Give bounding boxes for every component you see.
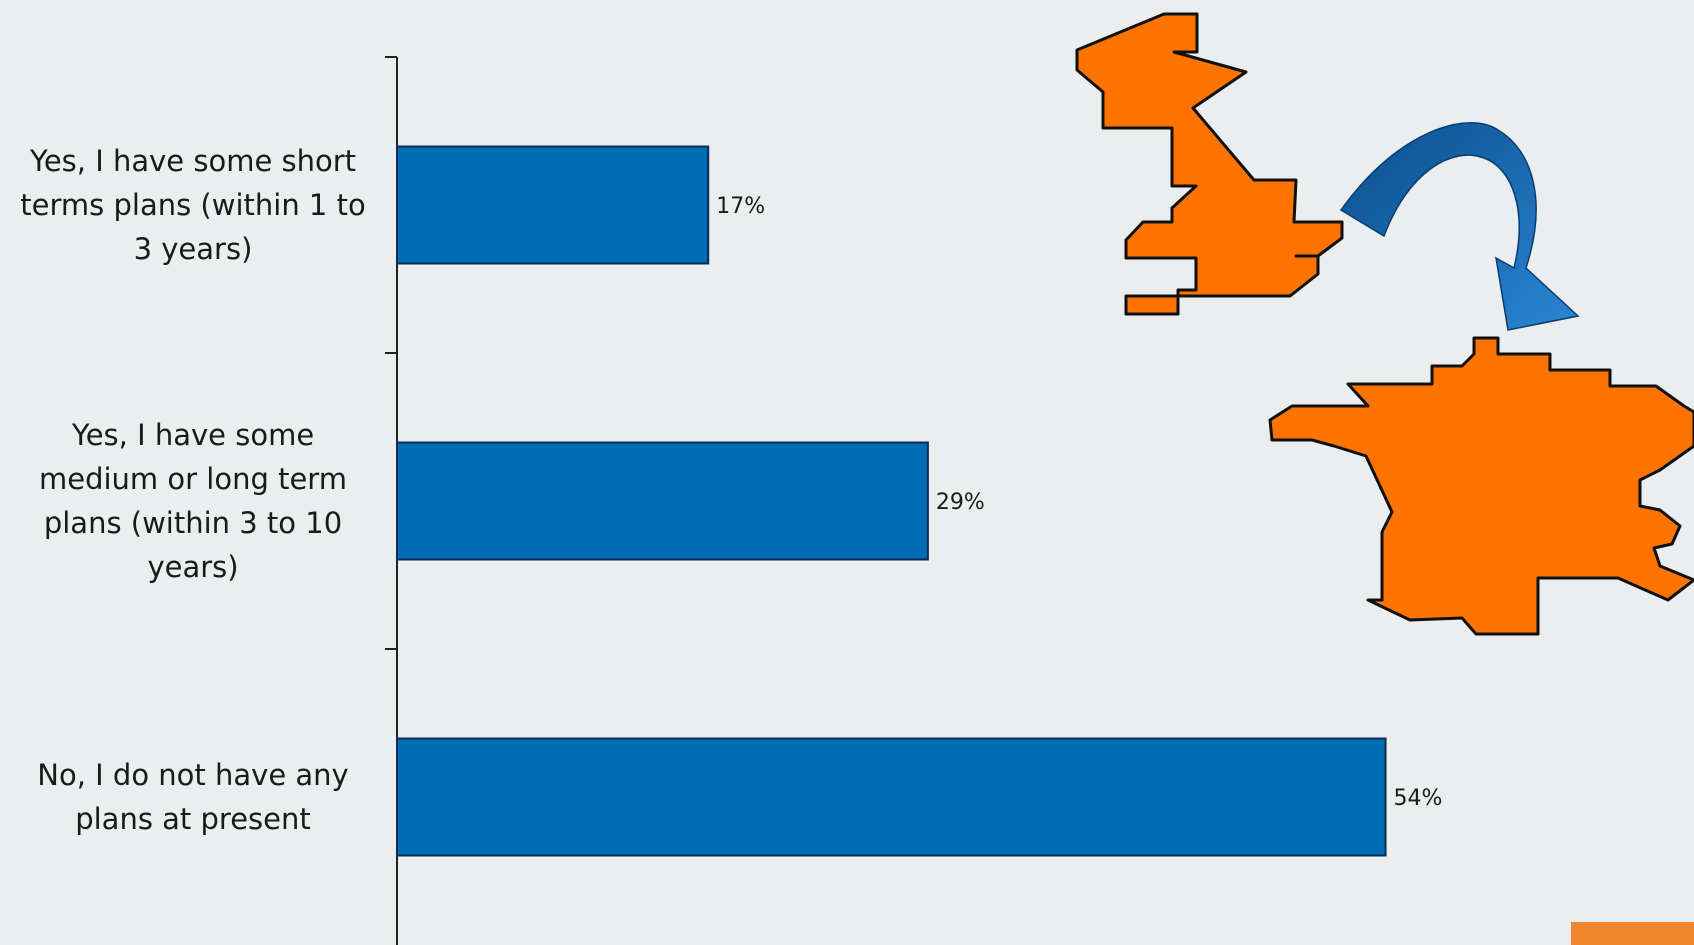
united-kingdom-map — [1075, 12, 1344, 316]
corner-accent-block — [1571, 922, 1694, 945]
bar-3 — [396, 737, 1387, 857]
category-label-2: Yes, I have some medium or long term pla… — [39, 418, 347, 584]
curved-arrow-icon — [1339, 122, 1580, 331]
category-axis — [385, 56, 398, 945]
france-map — [1268, 336, 1694, 636]
data-label-1: 17% — [716, 194, 765, 219]
data-label-2: 29% — [936, 490, 985, 515]
bars — [396, 145, 1387, 857]
value-labels: 17% 29% 54% — [716, 194, 1442, 811]
bar-1 — [396, 145, 710, 265]
bar-2 — [396, 441, 929, 561]
data-label-3: 54% — [1394, 786, 1443, 811]
category-label-1: Yes, I have some short terms plans (with… — [20, 144, 366, 266]
category-label-3: No, I do not have any plans at present — [37, 758, 349, 836]
